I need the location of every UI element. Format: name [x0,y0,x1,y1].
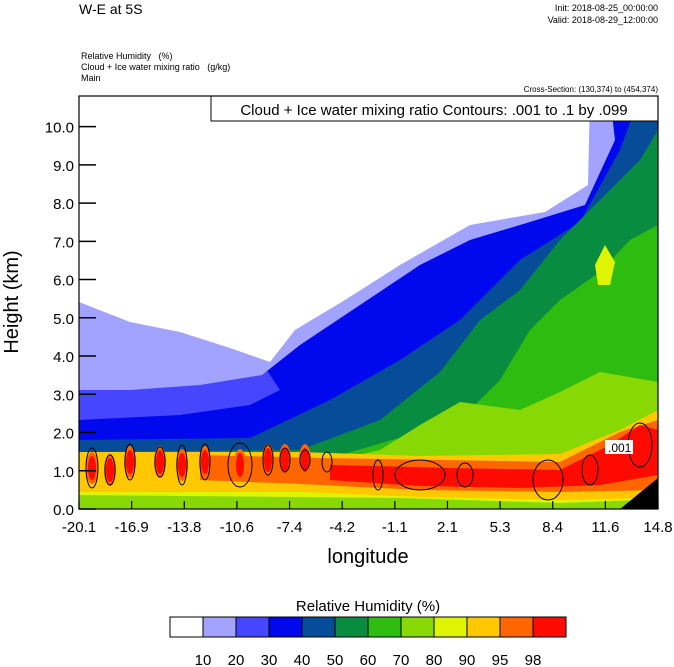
x-axis-label: longitude [327,546,408,568]
rh-cell [106,458,114,482]
x-tick-label: -20.1 [62,519,96,536]
rh-cell [236,453,244,477]
contour-line [321,451,333,473]
contour-label: .001 [608,441,632,455]
y-tick-label: 5.0 [53,311,74,328]
contour-line [581,454,599,486]
x-tick-label: -16.9 [115,519,149,536]
y-tick-label: 9.0 [53,158,74,175]
x-tick-label: 14.8 [643,519,672,536]
rh-cell [201,450,209,474]
colorbar-swatch [433,616,468,638]
contour-line [199,443,211,481]
colorbar-swatch [301,616,336,638]
colorbar-label: 80 [426,652,443,667]
y-tick-label: 8.0 [53,196,74,213]
contour-line [394,459,446,491]
contour-line [124,443,136,481]
contour-legend: Cloud + Ice water mixing ratio Contours:… [240,102,627,119]
colorbar-swatch [499,616,534,638]
x-axis: -20.1 -16.9 -13.8 -10.6 -7.4 -4.2 -1.1 2.1 5.3 8.… [62,501,673,536]
colorbar-label: 10 [195,652,212,667]
x-tick-label: 11.6 [591,519,619,536]
rh-region-70 [79,495,658,509]
terrain [620,478,658,509]
contour-line [532,459,564,501]
y-tick-label: 2.0 [53,426,74,443]
rh-cell [281,448,289,472]
y-tick-label: 10.0 [45,120,74,137]
cross-section-label: Cross-Section: (130,374) to (454,374) [524,85,659,94]
contour-line [372,459,384,491]
colorbar-label: 50 [327,652,344,667]
field-label-qcloud: Cloud + Ice water mixing ratio (g/kg) [81,62,230,72]
colorbar-swatch [532,616,567,638]
rh-region-98 [330,425,658,488]
x-tick-label: -10.6 [220,519,254,536]
colorbar-swatch [334,616,369,638]
colorbar-swatch [367,616,402,638]
rh-region-80 [595,245,615,285]
contour-line [85,447,99,489]
colorbar-swatch [466,616,501,638]
rh-region-10 [79,96,590,362]
colorbar-swatch [169,616,204,638]
contour-line [227,442,253,488]
colorbar: 10 20 30 40 50 60 70 80 90 95 98 [169,616,567,667]
init-time: Init: 2018-08-25_00:00:00 [555,3,658,13]
colorbar-label: 20 [228,652,245,667]
plot-title: W-E at 5S [79,1,143,17]
rh-cell [126,450,134,474]
rh-filled-contours [79,96,658,509]
y-tick-label: 3.0 [53,387,74,404]
x-tick-label: -1.1 [382,519,408,536]
colorbar-label: 90 [459,652,476,667]
contour-line [279,447,291,473]
colorbar-label: 40 [294,652,311,667]
colorbar-label: 98 [525,652,542,667]
colorbar-swatch [400,616,435,638]
rh-cell [88,456,96,480]
rh-cell [156,450,164,474]
rh-cell [301,448,309,472]
cloud-mixing-ratio-contours [85,422,653,501]
field-label-domain: Main [81,73,101,83]
colorbar-label: 60 [360,652,377,667]
y-tick-label: 1.0 [53,464,74,481]
x-tick-label: -7.4 [277,519,303,536]
field-label-rh: Relative Humidity (%) [81,51,173,61]
plot-frame [78,95,659,510]
colorbar-title: Relative Humidity (%) [296,598,440,615]
x-tick-label: 8.4 [542,519,563,536]
y-axis: 0.0 1.0 2.0 3.0 4.0 5.0 6.0 7.0 8.0 9.0 10.0 [45,120,96,519]
colorbar-swatch [235,616,270,638]
rh-cell [178,453,186,477]
contour-line [154,446,166,478]
colorbar-swatch [268,616,303,638]
valid-time: Valid: 2018-08-29_12:00:00 [548,15,658,25]
y-tick-label: 6.0 [53,273,74,290]
contour-line [262,444,274,476]
rh-cell [264,448,272,472]
contour-line [104,454,116,486]
colorbar-swatch [202,616,237,638]
contour-legend-box [210,95,659,122]
y-tick-label: 0.0 [53,502,74,519]
contour-line [456,462,474,488]
colorbar-label: 70 [393,652,410,667]
contour-line [299,449,311,471]
y-tick-label: 4.0 [53,349,74,366]
x-tick-label: -4.2 [329,519,355,536]
y-tick-label: 7.0 [53,234,74,251]
x-tick-label: 2.1 [437,519,458,536]
contour-label-box [605,440,633,454]
y-axis-label: Height (km) [1,250,23,353]
x-tick-label: 5.3 [490,519,511,536]
colorbar-label: 95 [492,652,509,667]
contour-line [176,444,188,486]
colorbar-label: 30 [261,652,278,667]
x-tick-label: -13.8 [167,519,201,536]
